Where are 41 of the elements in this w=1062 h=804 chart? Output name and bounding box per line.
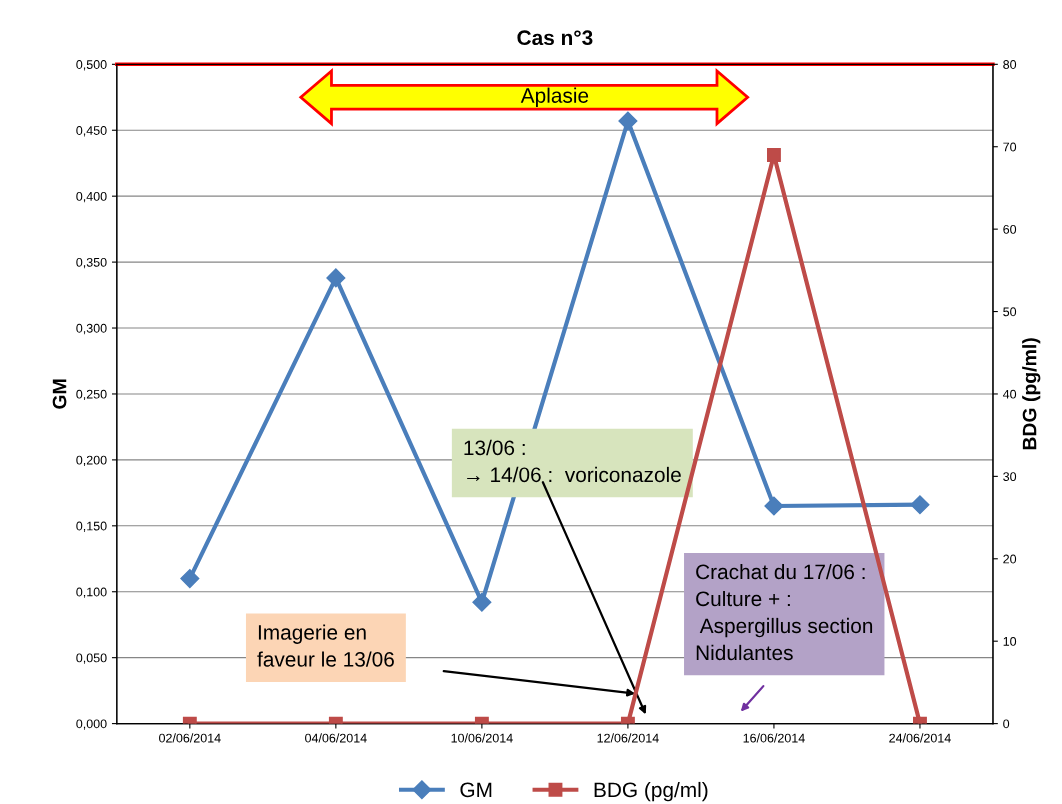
legend-label: GM bbox=[460, 782, 492, 798]
x-tick-label: 12/06/2014 bbox=[597, 733, 659, 743]
y-tick-label: 0,100 bbox=[76, 587, 107, 598]
y2-tick-label: 60 bbox=[1003, 224, 1017, 234]
y2-tick-label: 20 bbox=[1003, 554, 1017, 564]
y-tick-label: 0,200 bbox=[76, 455, 107, 467]
chart-title: Cas n°3 bbox=[517, 30, 593, 46]
y-tick-label: 0,300 bbox=[76, 323, 107, 335]
point bbox=[472, 592, 492, 612]
annotation: Aplasie bbox=[520, 87, 589, 107]
y2-tick-label: 10 bbox=[1003, 636, 1017, 646]
y-tick-label: 0,350 bbox=[76, 257, 107, 269]
y-tick-label: 0,450 bbox=[76, 126, 107, 137]
point bbox=[326, 268, 346, 288]
y-tick-label: 0,400 bbox=[76, 191, 107, 203]
y-tick-label: 0,000 bbox=[76, 719, 107, 730]
point bbox=[180, 569, 200, 589]
y2-tick-label: 50 bbox=[1003, 307, 1017, 317]
annotation: Crachat du 17/06 : Culture + : Aspergillus section Nidulantes bbox=[696, 563, 873, 661]
x-tick-label: 10/06/2014 bbox=[451, 733, 513, 743]
y2-axis-title: BDG (pg/ml) bbox=[1022, 338, 1041, 450]
y2-tick-label: 30 bbox=[1003, 472, 1017, 482]
annotation: Imagerie en faveur le 13/06 bbox=[257, 624, 394, 667]
point bbox=[618, 111, 638, 131]
y2-tick-label: 80 bbox=[1003, 60, 1017, 69]
y2-tick-label: 40 bbox=[1002, 389, 1017, 399]
annotation: 13/06 : → 14/06 : voriconazole bbox=[464, 439, 681, 483]
y-tick-label: 0,250 bbox=[76, 389, 107, 401]
x-tick-label: 04/06/2014 bbox=[305, 733, 367, 743]
point bbox=[764, 496, 784, 516]
y-axis-title: GM bbox=[52, 379, 67, 409]
y-tick-label: 0,500 bbox=[76, 60, 107, 71]
x-tick-label: 02/06/2014 bbox=[159, 733, 221, 743]
y2-tick-label: 0 bbox=[1003, 719, 1010, 729]
y2-tick-label: 70 bbox=[1003, 142, 1017, 152]
x-tick-label: 24/06/2014 bbox=[889, 733, 951, 743]
y-tick-label: 0,150 bbox=[76, 521, 107, 532]
y-tick-label: 0,050 bbox=[76, 653, 107, 664]
x-tick-label: 16/06/2014 bbox=[743, 733, 805, 743]
legend-label: BDG (pg/ml) bbox=[594, 781, 708, 802]
point bbox=[910, 495, 930, 515]
